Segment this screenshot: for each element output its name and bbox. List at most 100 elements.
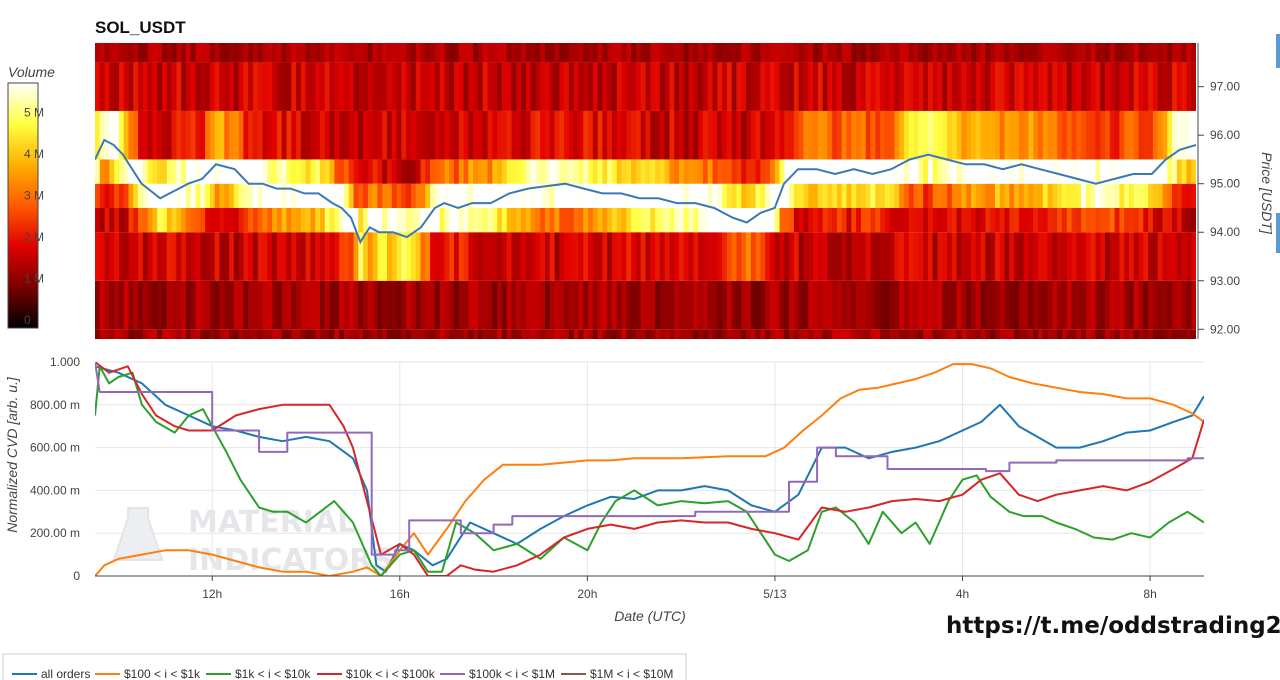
heatmap-cell (607, 43, 613, 63)
heatmap-cell (324, 183, 331, 208)
heatmap-cell (535, 110, 541, 160)
heatmap-cell (951, 232, 958, 281)
heatmap-cell (319, 159, 326, 184)
heatmap-cell (1191, 159, 1196, 184)
heatmap-cell (731, 280, 738, 330)
heatmap-cell (971, 207, 977, 233)
heatmap-cell (1057, 43, 1063, 63)
heatmap-cell (1191, 329, 1196, 339)
heatmap-cell (1071, 183, 1077, 208)
heatmap-cell (262, 183, 268, 208)
heatmap-cell (415, 62, 422, 111)
heatmap-cell (348, 110, 355, 160)
heatmap-cell (822, 280, 829, 330)
heatmap-cell (554, 110, 560, 160)
heatmap-cell (99, 43, 106, 63)
heatmap-cell (458, 183, 465, 208)
heatmap-cell (827, 62, 833, 111)
heatmap-cell (430, 207, 436, 233)
heatmap-cell (540, 110, 546, 160)
heatmap-cell (597, 110, 604, 160)
heatmap-cell (1061, 280, 1068, 330)
heatmap-cell (1061, 159, 1068, 184)
heatmap-cell (305, 62, 312, 111)
heatmap-cell (200, 110, 206, 160)
legend-label-3[interactable]: $10k < i < $100k (346, 667, 436, 680)
heatmap-cell (793, 62, 800, 111)
heatmap-cell (674, 110, 680, 160)
heatmap-cell (904, 280, 910, 330)
heatmap-cell (133, 183, 139, 208)
heatmap-cell (138, 159, 144, 184)
heatmap-cell (243, 207, 249, 233)
heatmap-cell (611, 43, 618, 63)
heatmap-cell (1090, 43, 1097, 63)
heatmap-cell (1172, 183, 1178, 208)
heatmap-cell (1105, 183, 1111, 208)
heatmap-cell (1100, 110, 1106, 160)
heatmap-cell (1023, 207, 1030, 233)
legend-label-2[interactable]: $1k < i < $10k (235, 667, 311, 680)
heatmap-cell (444, 159, 450, 184)
heatmap-cell (391, 280, 398, 330)
heatmap-cell (927, 280, 934, 330)
heatmap-cell (224, 207, 230, 233)
heatmap-cell (769, 43, 776, 63)
heatmap-cell (262, 159, 268, 184)
heatmap-cell (932, 232, 939, 281)
heatmap-cell (655, 280, 661, 330)
heatmap-cell (1066, 232, 1073, 281)
heatmap-cell (707, 232, 714, 281)
heatmap-cell (1186, 62, 1192, 111)
heatmap-cell (142, 62, 149, 111)
colorbar-title: Volume (8, 64, 55, 80)
heatmap-cell (233, 207, 240, 233)
heatmap-cell (803, 329, 809, 339)
heatmap-cell (162, 232, 168, 281)
heatmap-cell (142, 280, 149, 330)
heatmap-cell (219, 280, 225, 330)
heatmap-cell (726, 232, 733, 281)
legend-label-0[interactable]: all orders (41, 667, 90, 680)
heatmap-cell (334, 159, 340, 184)
heatmap-cell (434, 329, 441, 339)
heatmap-cell (444, 207, 450, 233)
heatmap-cell (1023, 62, 1030, 111)
heatmap-cell (224, 159, 230, 184)
heatmap-cell (1095, 232, 1101, 281)
heatmap-cell (425, 280, 431, 330)
heatmap-cell (511, 280, 517, 330)
heatmap-cell (836, 183, 843, 208)
heatmap-cell (985, 329, 991, 339)
legend-label-4[interactable]: $100k < i < $1M (469, 667, 555, 680)
heatmap-cell (927, 159, 934, 184)
heatmap-cell (382, 43, 388, 63)
heatmap-cell (880, 207, 886, 233)
heatmap-cell (865, 43, 872, 63)
heatmap-cell (396, 232, 402, 281)
heatmap-cell (367, 183, 374, 208)
heatmap-cell (688, 329, 694, 339)
heatmap-cell (769, 280, 776, 330)
heatmap-cell (971, 43, 977, 63)
heatmap-cell (817, 207, 824, 233)
heatmap-cell (549, 183, 556, 208)
heatmap-cell (372, 62, 379, 111)
heatmap-cell (956, 159, 963, 184)
heatmap-cell (1028, 207, 1034, 233)
heatmap-cell (463, 329, 469, 339)
heatmap-cell (463, 159, 469, 184)
legend-label-5[interactable]: $1M < i < $10M (590, 667, 673, 680)
heatmap-cell (635, 43, 642, 63)
heatmap-cell (176, 43, 182, 63)
heatmap-cell (205, 110, 211, 160)
heatmap-cell (1172, 62, 1178, 111)
legend-label-1[interactable]: $100 < i < $1k (124, 667, 201, 680)
heatmap-cell (286, 207, 292, 233)
heatmap-cell (798, 62, 805, 111)
heatmap-cell (1085, 110, 1092, 160)
telegram-link[interactable]: https://t.me/oddstrading2 (946, 613, 1280, 639)
heatmap-cell (559, 110, 565, 160)
heatmap-cell (353, 207, 359, 233)
